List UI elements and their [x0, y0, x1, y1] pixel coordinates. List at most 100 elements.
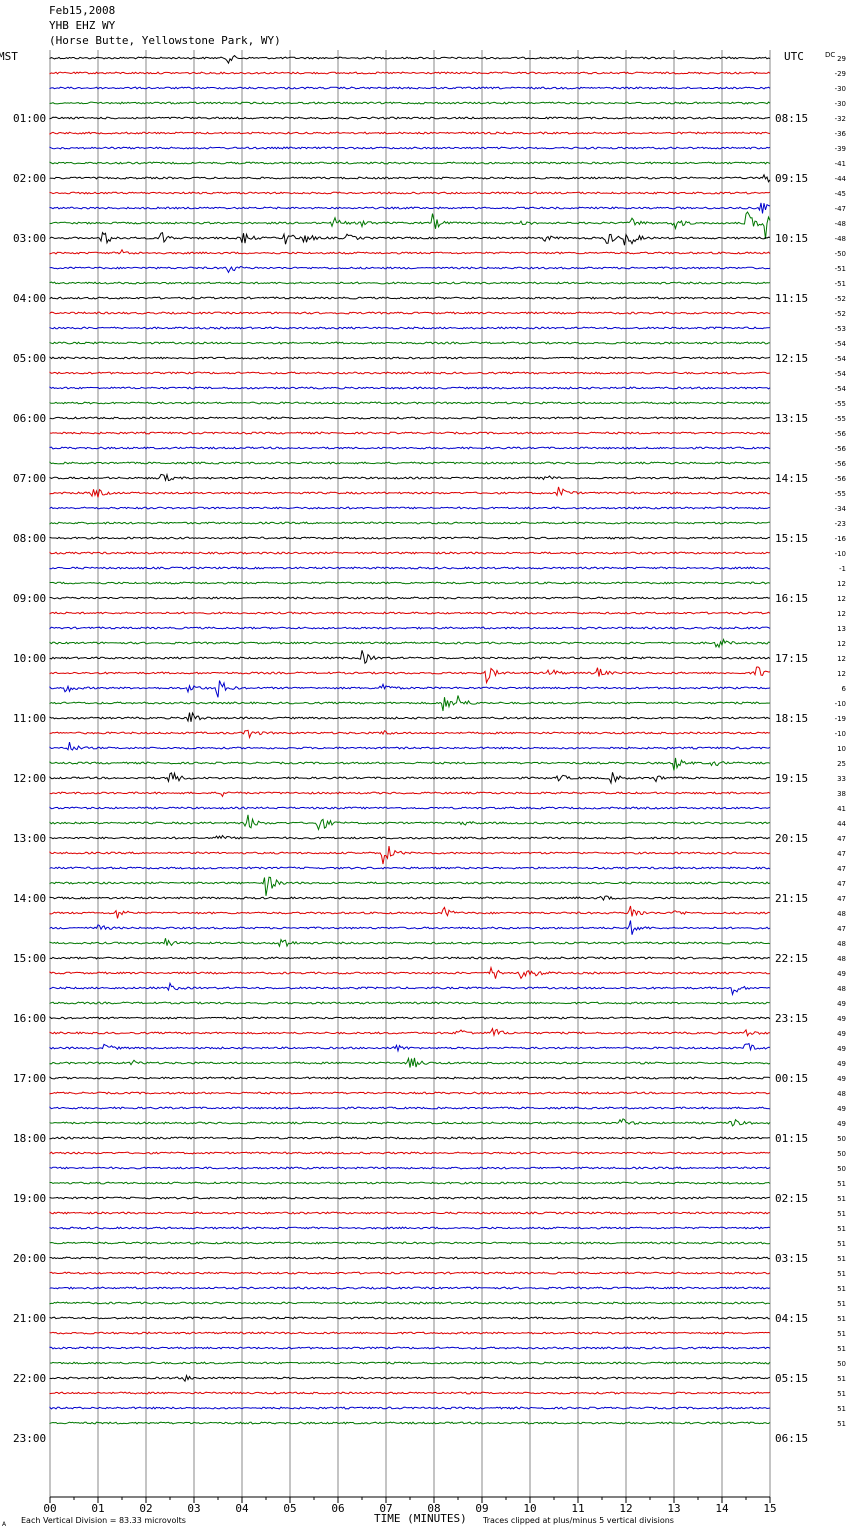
dc-offset-label: -53: [835, 325, 846, 333]
dc-offset-label: 13: [837, 625, 846, 633]
dc-axis-title: DC: [825, 51, 835, 59]
dc-offset-label: 50: [837, 1150, 846, 1158]
dc-offset-label: 12: [837, 640, 846, 648]
trace-line: [49, 71, 771, 75]
dc-offset-label: 51: [837, 1195, 846, 1203]
dc-offset-label: 51: [837, 1420, 846, 1428]
mst-hour-label: 10:00: [13, 652, 46, 665]
utc-hour-label: 06:15: [775, 1432, 808, 1445]
trace-line: [49, 814, 771, 832]
trace-line: [49, 265, 771, 274]
trace-line: [49, 1001, 771, 1005]
dc-offset-label: -44: [835, 175, 847, 183]
mst-hour-label: 05:00: [13, 352, 46, 365]
dc-offset-label: 49: [837, 1030, 846, 1038]
minute-tick-label: 12: [619, 1502, 632, 1515]
trace-line: [49, 791, 771, 798]
utc-hour-label: 08:15: [775, 112, 808, 125]
trace-line: [49, 131, 771, 135]
minute-tick-label: 01: [91, 1502, 104, 1515]
utc-hour-label: 14:15: [775, 472, 808, 485]
trace-line: [49, 1027, 771, 1038]
minute-tick-label: 10: [523, 1502, 536, 1515]
dc-offset-label: -48: [835, 235, 846, 243]
dc-offset-label: 51: [837, 1240, 846, 1248]
trace-line: [49, 711, 771, 723]
mst-hour-label: 03:00: [13, 232, 46, 245]
dc-offset-label: -51: [835, 265, 846, 273]
dc-offset-label: 12: [837, 595, 846, 603]
trace-line: [49, 1286, 771, 1290]
trace-line: [49, 611, 771, 615]
mst-time-labels: 01:00 02:00 03:00 04:00 05:00 06:00 07:00 08:00…: [13, 112, 46, 1445]
x-axis-label: TIME (MINUTES): [374, 1512, 467, 1525]
dc-offset-label: 51: [837, 1210, 846, 1218]
trace-line: [49, 506, 771, 510]
dc-offset-label: -55: [835, 415, 846, 423]
dc-offset-label: 49: [837, 1075, 846, 1083]
trace-line: [49, 637, 771, 649]
trace-line: [49, 1406, 771, 1410]
trace-line: [49, 86, 771, 90]
trace-group: [49, 54, 771, 1425]
utc-hour-label: 10:15: [775, 232, 808, 245]
dc-offset-label: 51: [837, 1180, 846, 1188]
dc-offset-label: -56: [835, 460, 847, 468]
trace-line: [49, 461, 771, 465]
minute-tick-label: 05: [283, 1502, 296, 1515]
trace-line: [49, 101, 771, 105]
dc-offset-labels: 29 -29 -30 -30 -32 -36 -39 -41 -44 -45 -47 -48 -48 -5…: [835, 55, 847, 1428]
trace-line: [49, 581, 771, 585]
dc-offset-label: -10: [835, 550, 846, 558]
dc-offset-label: -48: [835, 220, 846, 228]
dc-offset-label: 49: [837, 1000, 846, 1008]
trace-line: [49, 356, 771, 360]
minute-tick-labels: 00 01 02 03 04 05 06 07 08 09 10 11 12 13 14 15: [43, 1502, 776, 1515]
trace-line: [49, 191, 771, 195]
trace-line: [49, 771, 771, 785]
mst-hour-label: 06:00: [13, 412, 46, 425]
trace-line: [49, 1042, 771, 1053]
dc-offset-label: -55: [835, 400, 846, 408]
trace-line: [49, 416, 771, 420]
dc-offset-label: 47: [837, 895, 846, 903]
dc-offset-label: -1: [839, 565, 846, 573]
trace-line: [49, 386, 771, 390]
trace-line: [49, 248, 771, 255]
mst-hour-label: 20:00: [13, 1252, 46, 1265]
footer-mark: A: [2, 1521, 7, 1528]
station-code: YHB EHZ WY: [49, 19, 116, 32]
dc-offset-label: 25: [837, 760, 846, 768]
clipping-note: Traces clipped at plus/minus 5 vertical …: [482, 1516, 674, 1525]
dc-offset-label: -51: [835, 280, 846, 288]
trace-line: [49, 876, 771, 896]
utc-hour-label: 17:15: [775, 652, 808, 665]
mst-hour-label: 09:00: [13, 592, 46, 605]
mst-hour-label: 23:00: [13, 1432, 46, 1445]
trace-line: [49, 920, 771, 935]
trace-line: [49, 965, 771, 980]
utc-hour-label: 02:15: [775, 1192, 808, 1205]
dc-offset-label: 51: [837, 1300, 846, 1308]
utc-hour-label: 23:15: [775, 1012, 808, 1025]
dc-offset-label: 47: [837, 835, 846, 843]
trace-line: [49, 486, 771, 498]
trace-line: [49, 173, 771, 183]
trace-line: [49, 1106, 771, 1110]
chart-date: Feb15,2008: [49, 4, 116, 17]
trace-line: [49, 1241, 771, 1245]
trace-line: [49, 211, 771, 239]
trace-line: [49, 116, 771, 120]
trace-line: [49, 1118, 771, 1127]
trace-line: [49, 956, 771, 960]
trace-line: [49, 905, 771, 919]
mst-hour-label: 13:00: [13, 832, 46, 845]
trace-line: [49, 1196, 771, 1200]
dc-offset-label: 48: [837, 1090, 846, 1098]
utc-hour-label: 16:15: [775, 592, 808, 605]
trace-line: [49, 472, 771, 482]
dc-offset-label: 12: [837, 670, 846, 678]
trace-line: [49, 666, 771, 685]
dc-offset-label: 49: [837, 1045, 846, 1053]
utc-hour-label: 09:15: [775, 172, 808, 185]
